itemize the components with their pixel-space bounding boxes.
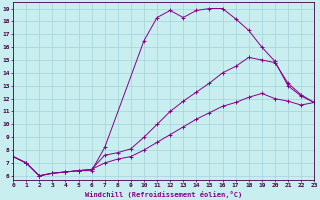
- X-axis label: Windchill (Refroidissement éolien,°C): Windchill (Refroidissement éolien,°C): [85, 191, 242, 198]
